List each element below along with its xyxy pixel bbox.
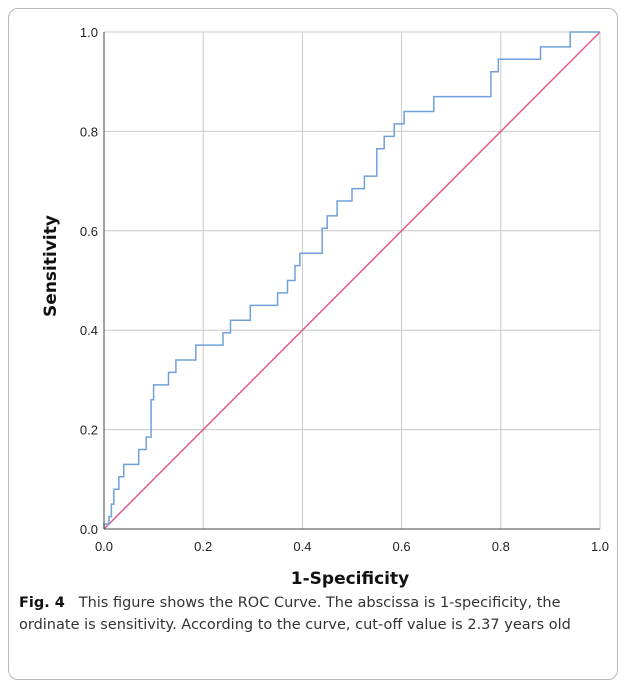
x-axis-title: 1-Specificity xyxy=(291,569,409,589)
y-tick-label: 0.8 xyxy=(80,124,98,139)
x-tick-label: 0.2 xyxy=(194,539,212,554)
x-tick-label: 0.8 xyxy=(492,539,510,554)
roc-curve-line xyxy=(103,31,600,529)
y-axis-title: Sensitivity xyxy=(41,215,61,317)
axes xyxy=(103,32,600,530)
x-tick-label: 0.6 xyxy=(393,539,411,554)
y-tick-label: 1.0 xyxy=(80,25,98,40)
x-tick-label: 0.4 xyxy=(293,539,311,554)
y-tick-label: 0.2 xyxy=(80,423,98,438)
figure-label: Fig. 4 xyxy=(19,595,65,611)
y-tick-labels: 0.0 0.2 0.4 0.6 0.8 1.0 xyxy=(80,25,98,537)
y-tick-label: 0.0 xyxy=(80,522,98,537)
x-tick-label: 1.0 xyxy=(591,539,609,554)
y-tick-label: 0.6 xyxy=(80,224,98,239)
reference-line-layer xyxy=(103,31,601,530)
x-tick-labels: 0.0 0.2 0.4 0.6 0.8 1.0 xyxy=(95,539,609,554)
y-tick-label: 0.4 xyxy=(80,323,98,338)
x-tick-label: 0.0 xyxy=(95,539,113,554)
roc-curve-layer xyxy=(103,31,600,529)
reference-diagonal-line xyxy=(103,31,601,530)
caption-text: This figure shows the ROC Curve. The abs… xyxy=(19,595,571,633)
figure-caption: Fig. 4 This figure shows the ROC Curve. … xyxy=(19,592,604,636)
figure-frame xyxy=(8,8,618,680)
roc-chart: 0.0 0.2 0.4 0.6 0.8 1.0 0.0 0.2 0.4 0.6 0.8 1.0 1-… xyxy=(41,25,609,589)
